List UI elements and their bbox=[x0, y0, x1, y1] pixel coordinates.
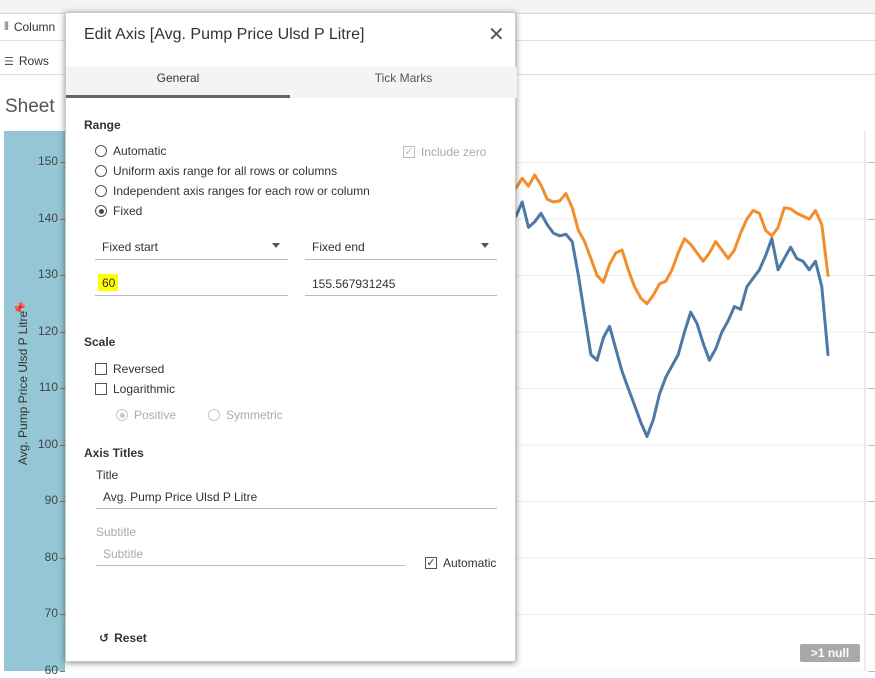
include-zero-checkbox: ✓ bbox=[403, 146, 415, 158]
y-tick-label: 140 bbox=[37, 210, 58, 225]
range-option-label: Fixed bbox=[113, 204, 143, 218]
y-tick-label: 100 bbox=[37, 436, 58, 451]
subtitle-placeholder: Subtitle bbox=[103, 547, 144, 561]
tab-general[interactable]: General bbox=[66, 67, 290, 98]
null-indicator-badge[interactable]: >1 null bbox=[800, 644, 860, 662]
y-tick-mark bbox=[60, 557, 65, 559]
close-icon[interactable]: ✕ bbox=[488, 24, 505, 46]
y-tick-mark bbox=[60, 444, 65, 446]
logarithmic-label: Logarithmic bbox=[113, 382, 176, 396]
right-tick-mark bbox=[868, 557, 875, 559]
right-tick-mark bbox=[868, 614, 875, 616]
y-tick-mark bbox=[60, 331, 65, 333]
logarithmic-option[interactable]: Logarithmic bbox=[95, 382, 175, 396]
right-tick-mark bbox=[868, 444, 875, 446]
range-option-fixed[interactable]: Fixed bbox=[95, 204, 142, 218]
reversed-checkbox[interactable] bbox=[95, 363, 107, 375]
fixed-start-dropdown[interactable]: Fixed start bbox=[95, 235, 288, 260]
series-line-0[interactable] bbox=[516, 173, 830, 306]
dialog-title: Edit Axis [Avg. Pump Price Ulsd P Litre] bbox=[84, 26, 365, 43]
scale-heading: Scale bbox=[84, 335, 116, 349]
dialog-tabs: General Tick Marks bbox=[66, 67, 517, 98]
fixed-start-value: 60 bbox=[98, 274, 119, 291]
symmetric-option: Symmetric bbox=[208, 408, 283, 422]
y-tick-mark bbox=[60, 501, 65, 503]
edit-axis-dialog: Edit Axis [Avg. Pump Price Ulsd P Litre]… bbox=[65, 12, 517, 662]
fixed-end-value: 155.567931245 bbox=[312, 277, 396, 291]
right-tick-mark bbox=[868, 275, 875, 277]
fixed-start-input[interactable]: 60 bbox=[95, 271, 288, 296]
sheet-title: Sheet bbox=[5, 96, 55, 117]
right-tick-mark bbox=[868, 671, 875, 672]
logarithmic-checkbox[interactable] bbox=[95, 383, 107, 395]
subtitle-label: Subtitle bbox=[96, 525, 137, 539]
chevron-down-icon bbox=[481, 243, 489, 248]
subtitle-automatic-option[interactable]: ✓ Automatic bbox=[425, 556, 496, 570]
title-label: Title bbox=[96, 468, 119, 482]
right-tick-mark bbox=[868, 501, 875, 503]
tab-tick-marks[interactable]: Tick Marks bbox=[374, 71, 433, 85]
reversed-option[interactable]: Reversed bbox=[95, 362, 164, 376]
axis-subtitle-input[interactable]: Subtitle bbox=[96, 542, 405, 566]
y-tick-label: 130 bbox=[37, 267, 58, 282]
y-tick-mark bbox=[60, 388, 65, 390]
radio-independent[interactable] bbox=[95, 185, 107, 197]
automatic-checkbox[interactable]: ✓ bbox=[425, 557, 437, 569]
radio-positive bbox=[116, 409, 128, 421]
radio-symmetric bbox=[208, 409, 220, 421]
columns-shelf-label: Column bbox=[13, 20, 56, 34]
reversed-label: Reversed bbox=[113, 362, 165, 376]
positive-option: Positive bbox=[116, 408, 176, 422]
y-tick-label: 120 bbox=[37, 323, 58, 338]
y-tick-mark bbox=[60, 671, 65, 672]
y-tick-label: 150 bbox=[37, 154, 58, 169]
include-zero-option: ✓ Include zero bbox=[403, 145, 486, 159]
fixed-end-input[interactable]: 155.567931245 bbox=[305, 271, 497, 296]
right-tick-mark bbox=[868, 388, 875, 390]
radio-automatic[interactable] bbox=[95, 145, 107, 157]
range-option-label: Automatic bbox=[113, 144, 167, 158]
y-tick-mark bbox=[60, 162, 65, 164]
line-chart bbox=[516, 131, 868, 671]
reset-button[interactable]: ↺ Reset bbox=[99, 631, 147, 645]
right-tick-mark bbox=[868, 218, 875, 220]
y-tick-label: 90 bbox=[44, 493, 58, 508]
positive-label: Positive bbox=[134, 408, 177, 422]
y-tick-label: 80 bbox=[44, 549, 58, 564]
series-line-1[interactable] bbox=[516, 200, 830, 438]
reset-label: Reset bbox=[114, 631, 147, 645]
right-tick-mark bbox=[868, 331, 875, 333]
radio-fixed[interactable] bbox=[95, 205, 107, 217]
y-tick-label: 70 bbox=[44, 606, 58, 621]
axis-title-input[interactable]: Avg. Pump Price Ulsd P Litre bbox=[96, 485, 497, 509]
columns-icon: ⦀ bbox=[4, 20, 9, 33]
range-heading: Range bbox=[84, 118, 121, 132]
automatic-label: Automatic bbox=[443, 556, 497, 570]
range-option-independent[interactable]: Independent axis ranges for each row or … bbox=[95, 184, 370, 198]
range-option-automatic[interactable]: Automatic bbox=[95, 144, 166, 158]
rows-shelf-label: Rows bbox=[18, 54, 49, 68]
y-tick-label: 60 bbox=[44, 663, 58, 677]
axis-titles-heading: Axis Titles bbox=[84, 446, 144, 460]
y-tick-mark bbox=[60, 275, 65, 277]
range-option-uniform[interactable]: Uniform axis range for all rows or colum… bbox=[95, 164, 337, 178]
rows-icon: ☰ bbox=[4, 55, 14, 68]
fixed-end-dropdown[interactable]: Fixed end bbox=[305, 235, 497, 260]
right-tick-mark bbox=[868, 162, 875, 164]
radio-uniform[interactable] bbox=[95, 165, 107, 177]
chevron-down-icon bbox=[272, 243, 280, 248]
include-zero-label: Include zero bbox=[421, 145, 487, 159]
range-option-label: Uniform axis range for all rows or colum… bbox=[113, 164, 338, 178]
y-tick-mark bbox=[60, 218, 65, 220]
range-option-label: Independent axis ranges for each row or … bbox=[113, 184, 370, 198]
y-tick-label: 110 bbox=[38, 380, 58, 395]
y-axis-band[interactable] bbox=[4, 131, 65, 671]
fixed-end-dropdown-label: Fixed end bbox=[312, 240, 365, 254]
undo-icon: ↺ bbox=[99, 631, 110, 645]
axis-title-value: Avg. Pump Price Ulsd P Litre bbox=[103, 490, 258, 504]
y-tick-mark bbox=[60, 614, 65, 616]
fixed-start-dropdown-label: Fixed start bbox=[102, 240, 159, 254]
symmetric-label: Symmetric bbox=[226, 408, 283, 422]
pin-icon[interactable]: 📌 bbox=[12, 303, 26, 315]
